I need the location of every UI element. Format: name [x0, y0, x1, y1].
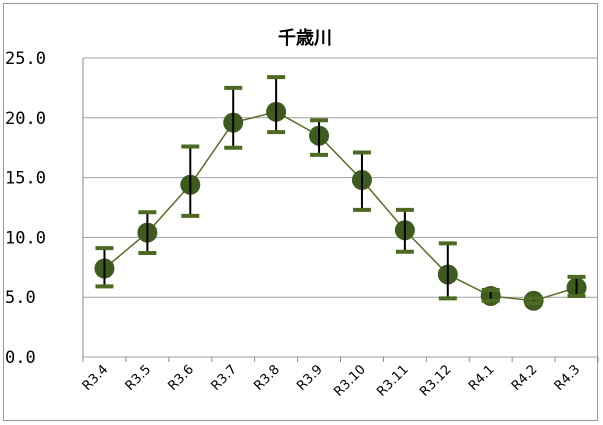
x-tick-label: R4.2	[509, 362, 541, 394]
y-tick-label: 10.0	[5, 228, 46, 248]
chart-title: 千歳川	[278, 28, 332, 49]
gridlines	[82, 57, 598, 358]
x-tick-label: R3.9	[294, 362, 326, 394]
x-tick-label: R3.4	[80, 362, 112, 394]
x-tick-label: R3.5	[123, 362, 155, 394]
y-tick-label: 20.0	[5, 109, 46, 129]
y-tick-label: 15.0	[5, 169, 46, 189]
y-axis-ticks: 0.0 5.0 10.0 15.0 20.0 25.0	[5, 49, 46, 368]
series-group	[94, 75, 587, 311]
x-tick-label: R3.6	[165, 362, 197, 394]
x-tick-label: R4.3	[552, 362, 584, 394]
series-line	[103, 111, 577, 302]
x-tick-label: R3.10	[331, 362, 368, 399]
x-tick-label: R3.7	[208, 362, 240, 394]
y-tick-label: 5.0	[5, 288, 36, 308]
x-tick-label: R3.11	[374, 362, 411, 399]
x-tick-label: R3.8	[251, 362, 283, 394]
y-tick-label: 25.0	[5, 49, 46, 69]
x-tick-label: R4.1	[466, 362, 498, 394]
y-tick-label: 0.0	[5, 348, 36, 368]
x-tick-label: R3.12	[417, 362, 454, 399]
chart-frame	[3, 3, 598, 421]
x-axis-ticks: R3.4 R3.5 R3.6 R3.7 R3.8 R3.9 R3.10 R3.11 R3.12 R…	[80, 357, 599, 400]
